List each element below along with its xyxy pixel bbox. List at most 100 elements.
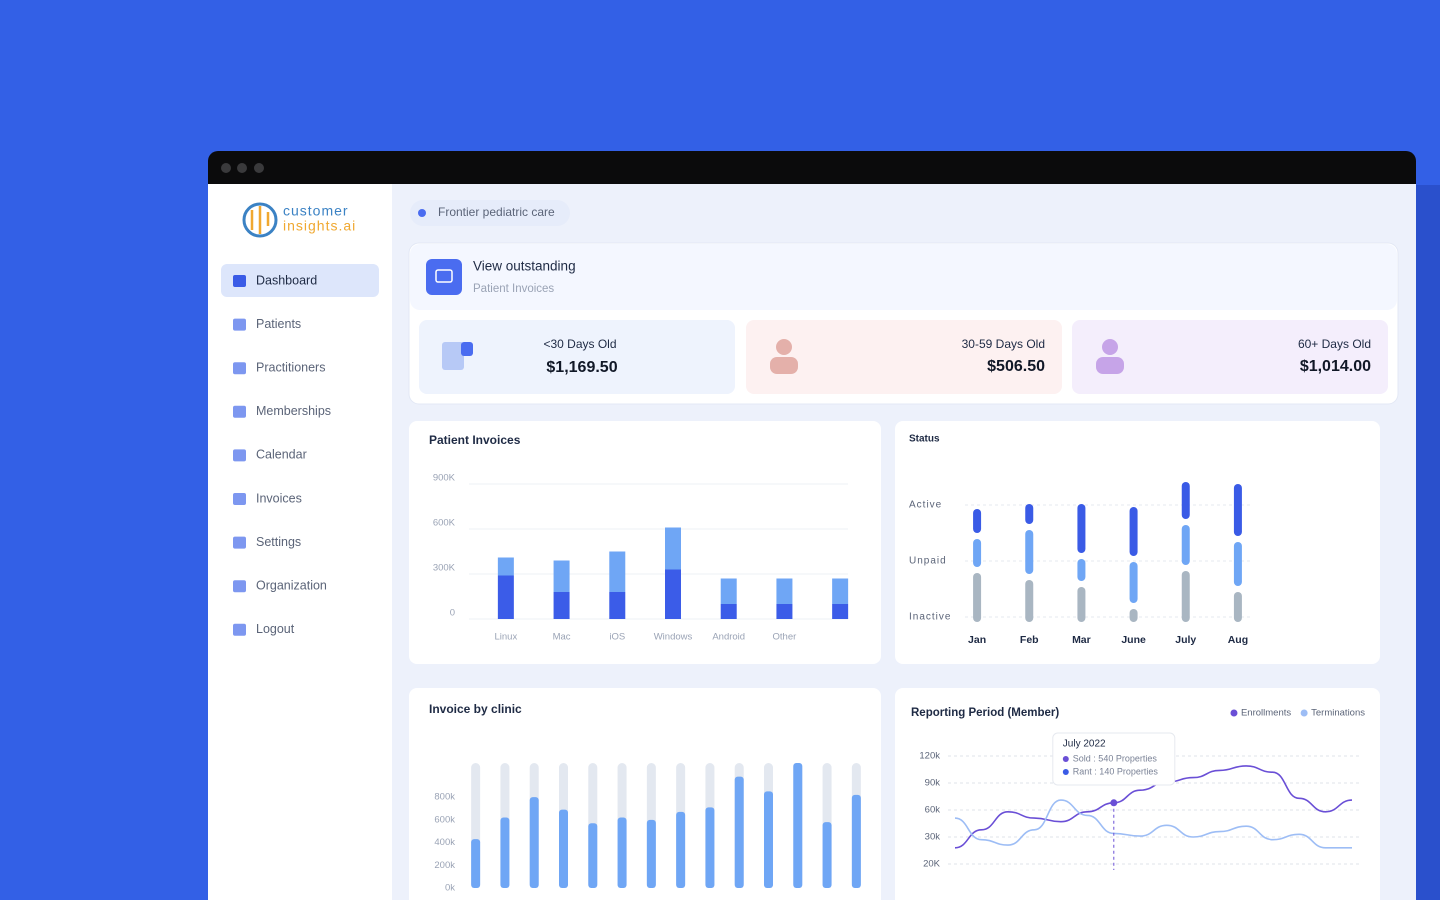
- nav-item[interactable]: Invoices: [256, 491, 302, 505]
- bar: [1181, 571, 1190, 622]
- nav-item[interactable]: Logout: [256, 622, 295, 636]
- x-tick-label: July: [1175, 634, 1196, 646]
- nav-item[interactable]: Calendar: [256, 448, 307, 462]
- y-tick-label: 30k: [925, 832, 941, 843]
- bar: [529, 797, 539, 888]
- bar: [559, 809, 568, 888]
- tooltip-dot: [1062, 756, 1069, 762]
- y-tick-label: 0k: [445, 883, 455, 894]
- location-icon: [418, 209, 426, 217]
- nav-item[interactable]: Memberships: [256, 404, 331, 418]
- bar: [1129, 609, 1138, 622]
- card-amount: $1,169.50: [546, 359, 617, 376]
- nav-icon: [233, 449, 246, 462]
- aging-card[interactable]: [1072, 320, 1388, 394]
- card-icon: [461, 342, 473, 356]
- bar: [646, 819, 656, 888]
- card-icon: [1096, 357, 1124, 374]
- tooltip-line: Rant : 140 Properties: [1073, 766, 1159, 776]
- logo-text: customer: [283, 203, 349, 219]
- logo-mark: [250, 206, 270, 234]
- legend-label: Enrollments: [1241, 708, 1291, 719]
- bar: [793, 763, 803, 888]
- nav-icon: [233, 318, 246, 331]
- card-label: <30 Days Old: [543, 337, 616, 351]
- bar: [1077, 559, 1086, 581]
- window-shadow: [1416, 185, 1440, 900]
- bar: [1233, 592, 1242, 622]
- x-tick-label: Android: [712, 632, 745, 643]
- bar: [1181, 525, 1190, 565]
- line: [954, 765, 1353, 849]
- x-tick-label: Jan: [968, 634, 986, 646]
- x-tick-label: Feb: [1020, 634, 1039, 646]
- tooltip-line: Sold : 540 Properties: [1073, 753, 1158, 763]
- aging-card[interactable]: [419, 320, 735, 394]
- row-label: Inactive: [909, 612, 951, 623]
- card-icon: [776, 339, 792, 355]
- bar: [497, 575, 514, 619]
- nav-icon: [233, 580, 246, 593]
- y-tick-label: 120k: [919, 751, 940, 762]
- invoice-icon: [435, 269, 453, 283]
- chart-card: [409, 421, 881, 664]
- nav-icon: [233, 362, 246, 375]
- location: Frontier pediatric care: [438, 205, 555, 219]
- x-tick-label: Linux: [494, 632, 517, 643]
- bar: [1233, 542, 1242, 586]
- nav-item[interactable]: Settings: [256, 535, 301, 549]
- tooltip-title: July 2022: [1063, 739, 1106, 750]
- nav-icon: [233, 275, 246, 287]
- nav-item[interactable]: Practitioners: [256, 360, 325, 374]
- bar: [705, 807, 715, 888]
- bar: [1025, 580, 1034, 622]
- nav-item[interactable]: Dashboard: [256, 273, 317, 287]
- bar: [1077, 504, 1086, 553]
- nav-icon: [233, 493, 246, 505]
- nav-item[interactable]: Organization: [256, 578, 327, 592]
- nav-item[interactable]: Patients: [256, 317, 301, 331]
- window-dot: [254, 163, 264, 173]
- bar: [776, 604, 793, 619]
- bar: [1129, 562, 1138, 603]
- card-label: 30-59 Days Old: [962, 337, 1045, 351]
- bar: [720, 604, 737, 619]
- bar: [1025, 504, 1034, 524]
- nav-icon: [233, 623, 246, 636]
- x-tick-label: Aug: [1228, 634, 1248, 646]
- card-icon: [770, 357, 798, 374]
- line: [954, 799, 1352, 849]
- y-tick-label: 60k: [925, 805, 941, 816]
- bar: [676, 811, 686, 888]
- row-label: Active: [909, 500, 942, 511]
- window-dot: [237, 163, 247, 173]
- x-tick-label: Windows: [654, 632, 693, 643]
- tooltip: [1052, 732, 1176, 786]
- nav-icon: [233, 405, 246, 418]
- logo-mark: [242, 202, 278, 238]
- bar: [665, 527, 681, 570]
- x-tick-label: Other: [773, 632, 797, 643]
- y-tick-label: 800k: [434, 792, 455, 803]
- chart-title: Reporting Period (Member): [911, 707, 1059, 719]
- bar: [1181, 482, 1190, 519]
- y-tick-label: 900K: [433, 473, 456, 484]
- y-tick-label: 300K: [433, 563, 456, 574]
- legend-label: Terminations: [1311, 708, 1365, 719]
- bar: [617, 817, 627, 888]
- nav-active: [221, 264, 379, 297]
- aging-card[interactable]: [746, 320, 1062, 394]
- location-pill[interactable]: [410, 200, 570, 226]
- outstanding-subtitle: Patient Invoices: [473, 283, 554, 295]
- y-tick-label: 400k: [434, 837, 455, 848]
- chart-card: [895, 688, 1380, 900]
- bar: [609, 551, 626, 592]
- bar: [1025, 530, 1034, 574]
- legend-dot: [1230, 709, 1238, 717]
- outstanding-title: View outstanding: [473, 259, 576, 274]
- bar: [764, 791, 773, 888]
- legend-dot: [1300, 709, 1308, 717]
- bar: [776, 578, 793, 604]
- logo-text: insights.ai: [283, 218, 356, 234]
